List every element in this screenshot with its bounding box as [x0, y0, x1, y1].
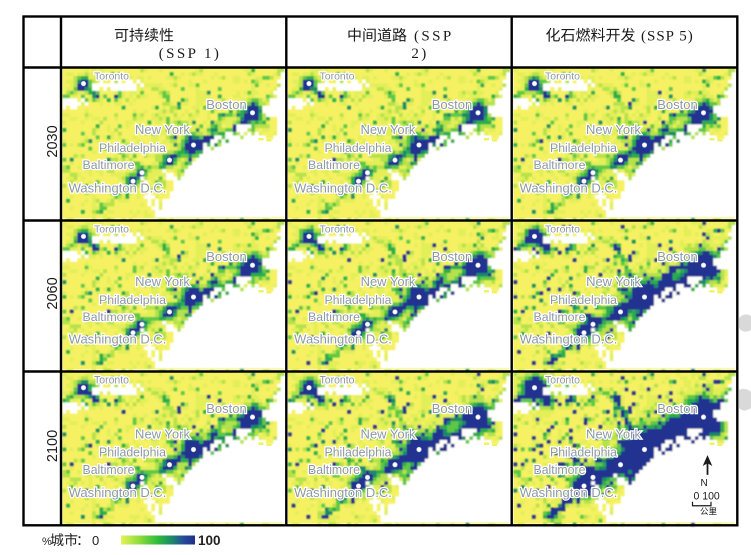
svg-text:0 100: 0 100 — [694, 491, 720, 503]
svg-text:100: 100 — [198, 533, 221, 548]
svg-text:2030: 2030 — [45, 125, 61, 157]
svg-text:%: % — [42, 536, 52, 548]
svg-text:2): 2) — [411, 46, 428, 62]
svg-text:N: N — [701, 478, 708, 489]
svg-text:(SSP: (SSP — [414, 29, 454, 45]
svg-text:0: 0 — [92, 533, 99, 548]
svg-text:2060: 2060 — [45, 277, 61, 309]
svg-text:(SSP 5): (SSP 5) — [641, 29, 694, 45]
svg-text:(SSP 1): (SSP 1) — [159, 46, 222, 62]
svg-text:2100: 2100 — [45, 430, 61, 462]
